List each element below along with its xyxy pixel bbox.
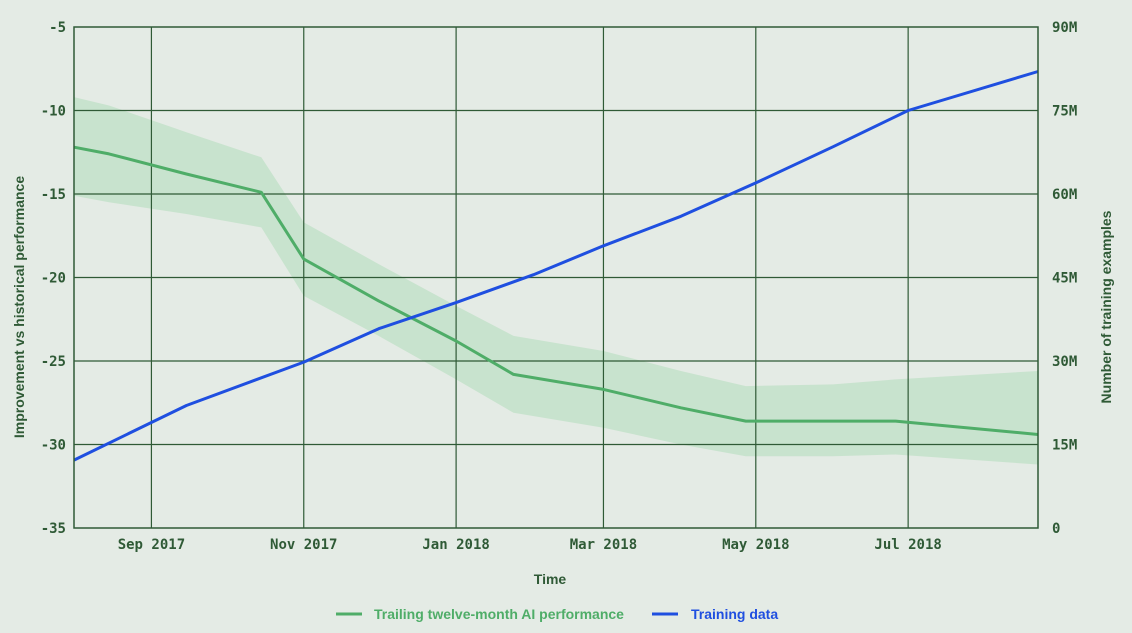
y-axis-left-title: Improvement vs historical performance [11,176,27,438]
plot-frame [73,26,1039,529]
y-left-tick-label: -30 [41,438,66,454]
performance-series-line [73,145,1039,436]
y-right-tick-label: 75M [1052,104,1077,120]
y-right-tick-label: 60M [1052,187,1077,203]
confidence-band-layer [74,97,1038,465]
y-right-tick-label: 90M [1052,20,1077,36]
x-tick-label: Sep 2017 [118,537,185,553]
x-tick-label: Jan 2018 [422,537,489,553]
x-tick-label: Nov 2017 [270,537,337,553]
tick-labels-layer: -5 -10 -15 -20 -25 -30 -35 0 15M 30M 45M 60M 75M 90M S… [41,20,1078,553]
x-tick-label: Jul 2018 [874,537,941,553]
y-left-tick-label: -35 [41,521,66,537]
performance-confidence-band [74,97,1038,465]
y-left-tick-label: -25 [41,354,66,370]
legend-label-performance: Trailing twelve-month AI performance [374,606,624,622]
legend: Trailing twelve-month AI performance Tra… [336,606,778,622]
training-data-series-line [73,70,1039,462]
y-left-tick-label: -20 [41,271,66,287]
y-left-tick-label: -5 [49,20,66,36]
x-tick-label: May 2018 [722,537,789,553]
legend-label-training-data: Training data [691,606,778,622]
series-layer [73,70,1039,462]
y-left-tick-label: -10 [41,104,66,120]
y-right-tick-label: 0 [1052,521,1060,537]
x-tick-label: Mar 2018 [570,537,637,553]
y-right-tick-label: 15M [1052,438,1077,454]
y-axis-right-title: Number of training examples [1098,210,1114,403]
x-axis-title: Time [534,571,567,587]
y-right-tick-label: 30M [1052,354,1077,370]
y-right-tick-label: 45M [1052,271,1077,287]
y-left-tick-label: -15 [41,187,66,203]
